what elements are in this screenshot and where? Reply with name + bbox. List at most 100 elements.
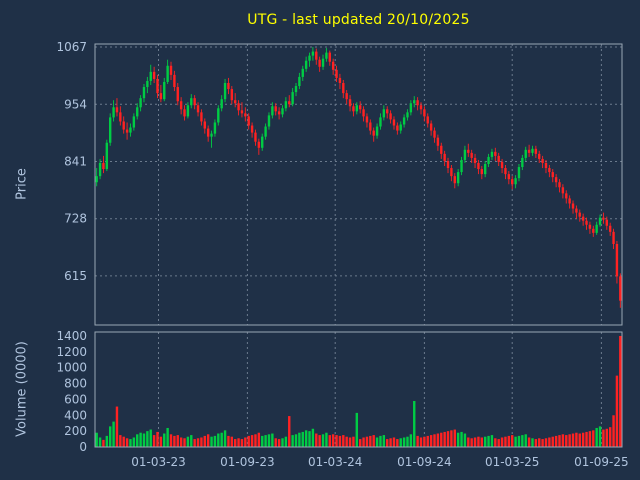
- candle-body: [561, 187, 565, 194]
- volume-bar: [206, 434, 210, 447]
- volume-bar: [500, 437, 504, 447]
- volume-bar: [362, 437, 365, 447]
- candle-body: [575, 208, 578, 213]
- volume-bar: [558, 435, 561, 447]
- volume-bar: [409, 434, 413, 447]
- volume-bar: [109, 426, 112, 447]
- volume-bar: [146, 431, 149, 447]
- volume-bar: [402, 437, 406, 447]
- volume-bar: [284, 436, 288, 447]
- volume-bar: [538, 438, 541, 447]
- candle-body: [504, 168, 507, 175]
- volume-bar: [517, 435, 521, 447]
- candle-body: [304, 60, 308, 69]
- volume-tick-label: 400: [64, 408, 87, 422]
- volume-bar: [406, 436, 409, 447]
- candle-body: [517, 167, 521, 179]
- volume-bar: [429, 435, 433, 447]
- volume-bar: [149, 429, 152, 447]
- volume-bar: [119, 435, 122, 447]
- candle-body: [179, 101, 183, 110]
- candle-body: [159, 93, 163, 100]
- candle-body: [186, 105, 190, 117]
- candle-body: [595, 224, 598, 233]
- price-tick-label: 954: [64, 97, 87, 111]
- volume-bar: [244, 437, 247, 447]
- candle-body: [237, 103, 240, 111]
- volume-bar: [115, 406, 119, 447]
- candle-body: [514, 178, 517, 185]
- volume-bar: [142, 433, 146, 447]
- candle-body: [220, 99, 223, 109]
- volume-bar: [578, 433, 581, 447]
- candle-body: [483, 163, 487, 175]
- candle-body: [119, 112, 122, 122]
- volume-bar: [247, 435, 250, 447]
- candle-body: [467, 149, 470, 153]
- candle-body: [156, 78, 159, 94]
- candle-body: [112, 107, 115, 118]
- volume-bar: [315, 433, 318, 447]
- candle-body: [345, 93, 348, 100]
- candle-body: [284, 101, 288, 109]
- candle-body: [200, 112, 203, 122]
- volume-bar: [318, 435, 321, 447]
- volume-bar: [304, 430, 308, 447]
- candle-body: [446, 160, 450, 169]
- candle-body: [261, 136, 264, 148]
- candle-body: [294, 86, 298, 93]
- candle-body: [392, 119, 396, 126]
- volume-bar: [494, 438, 497, 447]
- volume-bar: [372, 435, 375, 447]
- candle-body: [554, 177, 558, 183]
- candle-body: [608, 225, 612, 232]
- candle-body: [190, 98, 193, 106]
- candle-body: [419, 105, 423, 110]
- candle-body: [358, 105, 362, 110]
- volume-bar: [196, 438, 200, 447]
- volume-bar: [95, 432, 98, 447]
- volume-bar: [136, 434, 139, 447]
- candle-body: [352, 106, 355, 112]
- volume-bar: [277, 439, 281, 447]
- volume-bar: [348, 437, 352, 447]
- candle-body: [605, 219, 608, 226]
- volume-bar: [470, 438, 473, 447]
- candle-body: [507, 174, 511, 180]
- candle-body: [386, 109, 389, 114]
- candle-body: [149, 71, 152, 81]
- candle-body: [588, 224, 592, 229]
- volume-bar: [176, 435, 179, 447]
- candle-body: [487, 156, 490, 164]
- volume-bar: [565, 435, 568, 447]
- price-tick-label: 841: [64, 155, 87, 169]
- volume-bar: [443, 431, 446, 447]
- volume-bar: [581, 432, 585, 447]
- volume-bar: [335, 435, 338, 447]
- volume-bar: [261, 435, 264, 447]
- volume-bar: [483, 436, 487, 447]
- volume-bar: [301, 431, 304, 447]
- volume-bar: [615, 375, 619, 447]
- volume-bar: [294, 434, 298, 447]
- volume-bar: [531, 438, 534, 447]
- candle-body: [480, 169, 483, 175]
- candle-body: [409, 103, 413, 113]
- volume-bar: [521, 435, 524, 447]
- volume-bar: [602, 429, 605, 447]
- volume-bar: [213, 435, 217, 447]
- candle-body: [217, 108, 220, 123]
- volume-bar: [423, 436, 426, 447]
- volume-bar: [598, 426, 602, 447]
- candle-body: [288, 101, 291, 105]
- candle-body: [406, 112, 409, 118]
- candle-body: [136, 107, 139, 117]
- volume-bar: [122, 436, 125, 447]
- candle-body: [109, 117, 112, 143]
- volume-bar: [288, 416, 291, 447]
- volume-bar: [446, 431, 450, 447]
- candle-body: [396, 125, 399, 131]
- candle-body: [183, 109, 186, 117]
- volume-bar: [156, 431, 159, 447]
